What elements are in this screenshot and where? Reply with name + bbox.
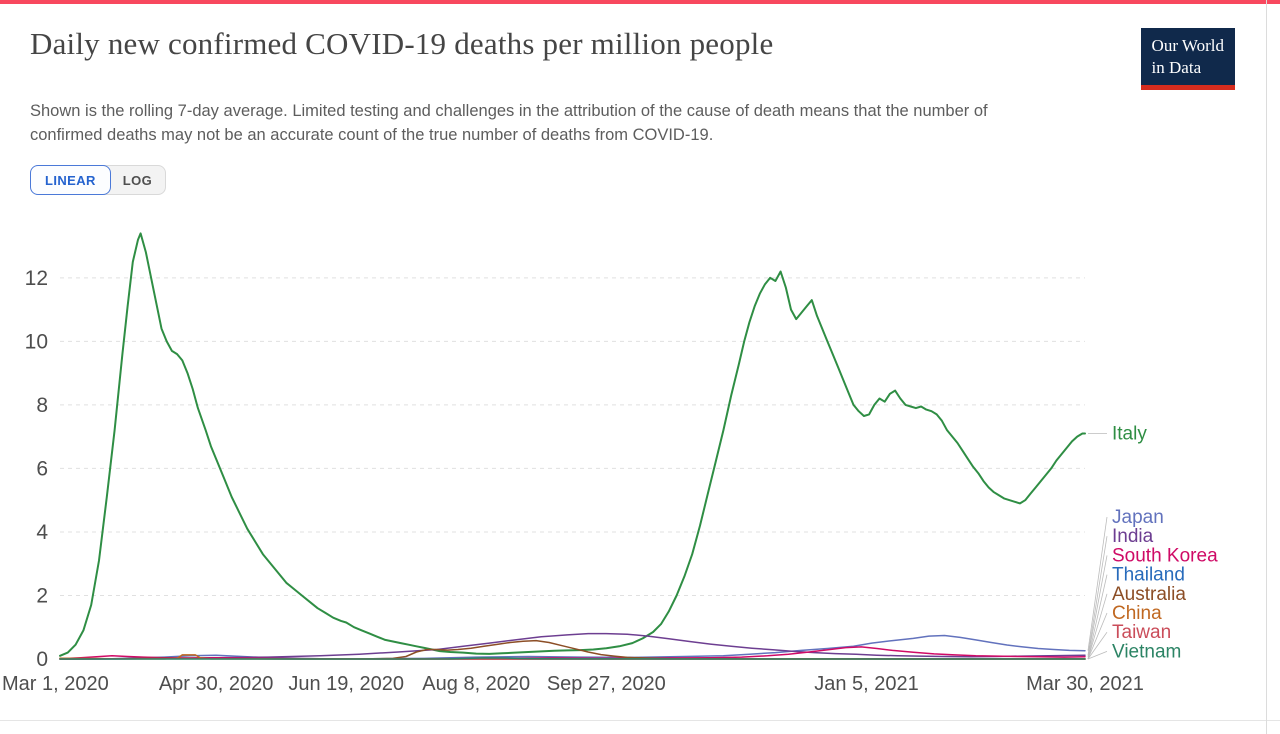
y-tick-label: 0 bbox=[36, 648, 48, 671]
legend-connector bbox=[1087, 555, 1108, 657]
chart-header: Daily new confirmed COVID-19 deaths per … bbox=[0, 4, 1280, 196]
series-line-italy[interactable] bbox=[59, 232, 1086, 657]
legend-connector bbox=[1087, 516, 1108, 651]
legend-label-india[interactable]: India bbox=[1112, 526, 1154, 547]
chart-area: 0 2 4 6 8 10 12 Mar 1, 2020 Apr 30, 2020 Jun 19, … bbox=[0, 215, 1280, 712]
legend-label-australia[interactable]: Australia bbox=[1112, 584, 1186, 605]
legend-connector bbox=[1087, 536, 1108, 656]
legend-label-italy[interactable]: Italy bbox=[1112, 424, 1147, 445]
x-tick-label: Sep 27, 2020 bbox=[547, 673, 666, 695]
owid-logo[interactable]: Our World in Data bbox=[1140, 28, 1235, 91]
window-edge-line bbox=[1266, 0, 1267, 734]
legend-connector bbox=[1087, 593, 1108, 660]
series-line-south-korea[interactable] bbox=[59, 646, 1086, 660]
legend-label-china[interactable]: China bbox=[1112, 603, 1162, 624]
legend-label-japan[interactable]: Japan bbox=[1112, 507, 1164, 528]
x-tick-label: Jan 5, 2021 bbox=[814, 673, 919, 695]
owid-logo-line1: Our World bbox=[1151, 36, 1224, 55]
page-title: Daily new confirmed COVID-19 deaths per … bbox=[30, 26, 774, 61]
series-line-japan[interactable] bbox=[59, 634, 1086, 660]
y-tick-label: 6 bbox=[36, 457, 48, 480]
line-chart[interactable]: 0 2 4 6 8 10 12 Mar 1, 2020 Apr 30, 2020 Jun 19, … bbox=[0, 215, 1260, 707]
legend-connector bbox=[1087, 612, 1108, 660]
top-accent-bar bbox=[0, 0, 1280, 4]
x-tick-label: Apr 30, 2020 bbox=[159, 673, 274, 695]
owid-logo-line2: in Data bbox=[1151, 58, 1202, 78]
scale-toggle: LINEAR LOG bbox=[30, 165, 167, 196]
x-tick-label: Mar 30, 2021 bbox=[1026, 673, 1144, 695]
legend-label-south-korea[interactable]: South Korea bbox=[1112, 545, 1218, 566]
legend-connector bbox=[1087, 651, 1108, 660]
y-tick-label: 12 bbox=[25, 267, 48, 290]
y-tick-label: 8 bbox=[36, 394, 48, 417]
legend-connector bbox=[1087, 574, 1108, 660]
y-tick-label: 2 bbox=[36, 585, 48, 608]
owid-chart-page: Daily new confirmed COVID-19 deaths per … bbox=[0, 4, 1280, 734]
y-tick-label: 10 bbox=[25, 330, 48, 353]
chart-footer: Source: Johns Hopkins University CSSE CO… bbox=[0, 720, 1280, 734]
legend-label-taiwan[interactable]: Taiwan bbox=[1112, 622, 1171, 643]
x-tick-label: Aug 8, 2020 bbox=[422, 673, 530, 695]
x-tick-label: Mar 1, 2020 bbox=[2, 673, 109, 695]
linear-button[interactable]: LINEAR bbox=[30, 165, 111, 196]
series-line-vietnam[interactable] bbox=[59, 657, 1086, 660]
y-tick-label: 4 bbox=[36, 521, 48, 544]
chart-subtitle: Shown is the rolling 7-day average. Limi… bbox=[30, 102, 988, 144]
x-tick-label: Jun 19, 2020 bbox=[288, 673, 404, 695]
legend-connector bbox=[1087, 631, 1108, 660]
legend-label-thailand[interactable]: Thailand bbox=[1112, 565, 1185, 586]
legend-label-vietnam[interactable]: Vietnam bbox=[1112, 641, 1181, 662]
log-button[interactable]: LOG bbox=[102, 165, 167, 196]
series-line-india[interactable] bbox=[59, 632, 1086, 660]
